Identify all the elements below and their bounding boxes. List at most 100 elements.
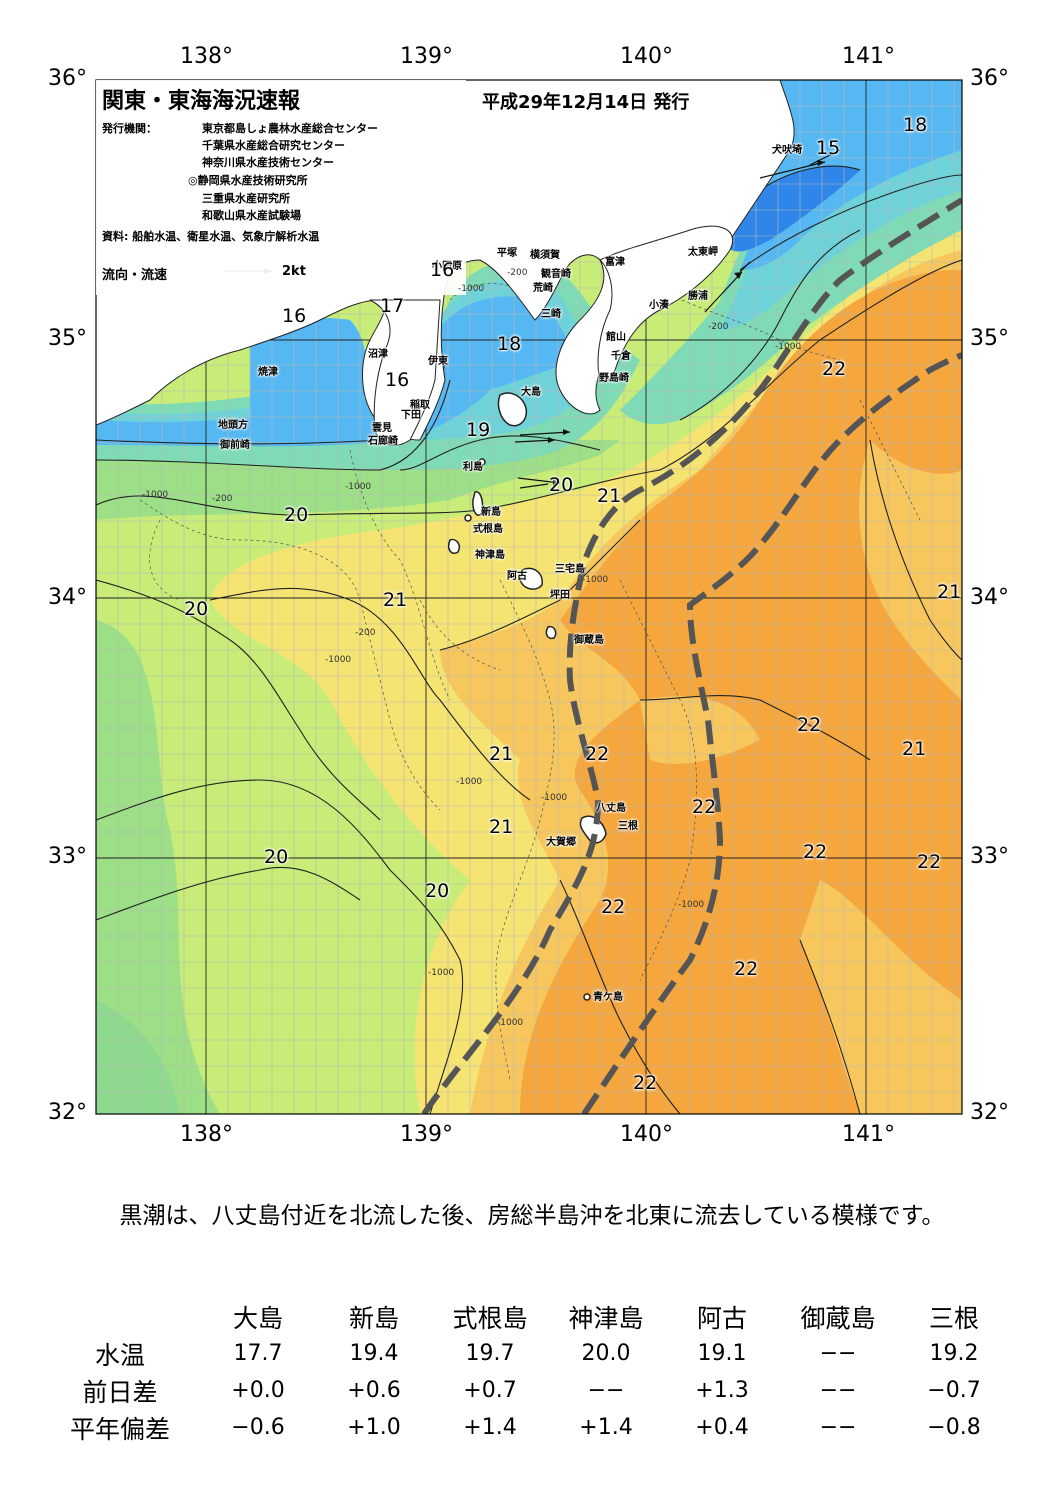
lat-label-left-32: 32° (48, 1100, 87, 1125)
sea-temperature-map (95, 79, 963, 1115)
depth-label: -200 (355, 628, 376, 638)
isotherm-label: 21 (597, 485, 622, 507)
table-cell: +0.7 (463, 1378, 517, 1403)
place-nojimazaki: 野島崎 (599, 373, 629, 384)
lat-label-right-33: 33° (970, 844, 1009, 869)
depth-contours (139, 283, 921, 1081)
table-header-row: 大島 新島 式根島 神津島 阿古 御蔵島 三根 (40, 1298, 1012, 1335)
place-kumomi: 雲見 (372, 423, 392, 434)
depth-label: -1000 (325, 655, 352, 665)
isotherm-label: 15 (816, 137, 841, 159)
isotherm-label: 20 (425, 880, 450, 902)
map-frame (95, 79, 963, 1115)
table-cell: −− (819, 1415, 857, 1440)
lat-label-right-32: 32° (970, 1100, 1009, 1125)
lon-label-top-139: 139° (400, 44, 453, 69)
issuer-3: 神奈川県水産技術センター (202, 156, 334, 169)
place-misaki: 三崎 (541, 309, 561, 320)
place-kannonzaki: 観音崎 (541, 269, 571, 280)
table-cell: 19.7 (465, 1341, 515, 1366)
isotherm-label: 22 (803, 841, 828, 863)
isotherm-label: 21 (902, 738, 927, 760)
issuer-6: 和歌山県水産試験場 (202, 209, 301, 222)
current-legend-speed: 2kt (282, 264, 306, 279)
depth-label: -1000 (428, 968, 455, 978)
place-inubosaki: 犬吠埼 (772, 145, 802, 156)
depth-label: -1000 (582, 575, 609, 585)
lat-label-left-33: 33° (48, 844, 87, 869)
depth-label: -200 (708, 322, 729, 332)
table-cell: −0.7 (927, 1378, 981, 1403)
table-cell: 19.1 (697, 1341, 747, 1366)
island-kozushima (447, 538, 461, 554)
depth-label: -1000 (458, 284, 485, 294)
isotherm-label: 22 (692, 796, 717, 818)
lat-label-right-36: 36° (970, 66, 1009, 91)
place-okago: 大賀郷 (546, 837, 576, 848)
place-kominato: 小湊 (649, 300, 669, 311)
lat-label-left-36: 36° (48, 66, 87, 91)
place-mitsune: 三根 (618, 821, 638, 832)
temperature-table: 大島 新島 式根島 神津島 阿古 御蔵島 三根 水温 17.7 19.4 19.… (40, 1298, 1012, 1446)
issuer-2: 千葉県水産総合研究センター (202, 139, 345, 152)
place-hiratsuka: 平塚 (497, 248, 517, 259)
place-inatori: 稲取 (410, 400, 430, 411)
depth-label: -1000 (142, 490, 169, 500)
table-cell: −− (587, 1378, 625, 1403)
isotherm-label: 18 (497, 333, 522, 355)
isotherm-label: 22 (797, 714, 822, 736)
lat-label-left-35: 35° (48, 326, 87, 351)
issuer-4: ◎静岡県水産技術研究所 (188, 174, 308, 187)
lat-label-left-34: 34° (48, 585, 87, 610)
island-aogashima (583, 993, 591, 1001)
depth-label: -1000 (678, 900, 705, 910)
pocket-22-se (800, 880, 962, 1114)
depth-label: -1000 (345, 482, 372, 492)
island-oshima (497, 392, 528, 427)
place-ito: 伊東 (428, 356, 448, 367)
isotherm-lines (96, 165, 962, 1114)
place-mikurajima: 御蔵島 (574, 635, 604, 646)
table-cell: +0.4 (695, 1415, 749, 1440)
isotherm-label: 22 (917, 851, 942, 873)
isotherm-label: 22 (822, 358, 847, 380)
place-tateyama: 館山 (606, 332, 626, 343)
table-row: 水温 17.7 19.4 19.7 20.0 19.1 −− 19.2 (40, 1335, 1012, 1372)
table-cell: +1.0 (347, 1415, 401, 1440)
place-aogashima: 青ケ島 (593, 992, 623, 1003)
issue-date: 平成29年12月14日 発行 (482, 92, 690, 113)
col-mikurajima: 御蔵島 (800, 1303, 876, 1333)
zone-16-sagami (96, 296, 575, 447)
lon-label-top-138: 138° (180, 44, 233, 69)
isotherm-label: 22 (734, 958, 759, 980)
lon-label-top-140: 140° (620, 44, 673, 69)
table-cell: 19.2 (929, 1341, 979, 1366)
island-mikurajima (545, 625, 557, 640)
place-miyakejima: 三宅島 (555, 564, 585, 575)
island-shikinejima (464, 514, 472, 522)
depth-label: -200 (507, 268, 528, 278)
table-cell: 19.4 (349, 1341, 399, 1366)
depth-label: -1000 (775, 342, 802, 352)
data-source: 資料: 船舶水温、衛星水温、気象庁解析水温 (102, 230, 320, 243)
lon-label-bottom-138: 138° (180, 1122, 233, 1147)
isotherm-label: 19 (466, 419, 491, 441)
isotherm-label: 17 (380, 295, 405, 317)
table-row: 平年偏差 −0.6 +1.0 +1.4 +1.4 +0.4 −− −0.8 (40, 1409, 1012, 1446)
lon-label-bottom-139: 139° (400, 1122, 453, 1147)
place-omaezaki: 御前崎 (220, 440, 250, 451)
place-shimoda: 下田 (401, 410, 421, 421)
place-yokosuka: 横須賀 (530, 250, 560, 261)
place-oshima: 大島 (521, 387, 541, 398)
island-niijima (472, 491, 484, 516)
zone-19-west2 (96, 1000, 180, 1114)
isotherm-label: 22 (633, 1072, 658, 1094)
col-ako: 阿古 (696, 1303, 747, 1333)
zone-19-west (96, 620, 220, 1114)
kuroshio-axis (421, 197, 962, 1114)
lon-label-bottom-141: 141° (842, 1122, 895, 1147)
isotherm-label: 18 (903, 114, 928, 136)
place-toshima: 利島 (463, 462, 483, 473)
depth-label: -1000 (456, 777, 483, 787)
isotherm-label: 22 (585, 743, 610, 765)
